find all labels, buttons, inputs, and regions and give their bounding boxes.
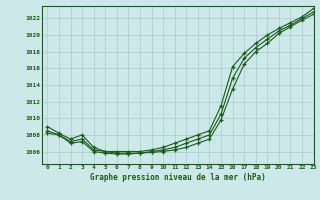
- X-axis label: Graphe pression niveau de la mer (hPa): Graphe pression niveau de la mer (hPa): [90, 173, 266, 182]
